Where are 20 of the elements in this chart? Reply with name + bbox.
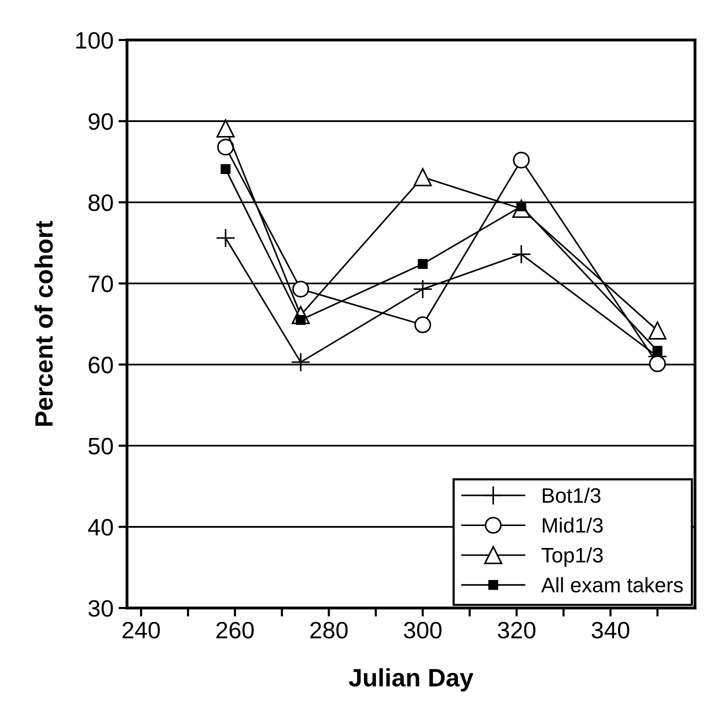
y-tick-label: 40 (88, 518, 113, 536)
legend-label: Top1/3 (542, 547, 603, 567)
y-tick-label: 60 (88, 356, 113, 374)
y-tick-label: 90 (88, 113, 113, 130)
x-tick-label: 240 (122, 622, 160, 639)
y-tick-label: 50 (88, 438, 113, 454)
y-axis-title: Percent of cohort (34, 220, 53, 426)
legend-label: All exam takers (541, 577, 683, 592)
x-tick-label: 280 (310, 622, 348, 639)
y-tick-label: 100 (76, 32, 113, 49)
x-tick-label: 320 (498, 622, 536, 639)
x-tick-label: 300 (404, 622, 442, 639)
y-tick-label: 80 (88, 194, 113, 212)
x-tick-label: 340 (592, 622, 630, 639)
x-axis-title: Julian Day (348, 668, 474, 692)
legend-label: Mid1/3 (542, 517, 603, 533)
legend-label: Bot1/3 (542, 488, 600, 503)
x-tick-label: 260 (216, 622, 254, 639)
y-tick-label: 30 (88, 600, 113, 617)
y-tick-label: 70 (88, 275, 113, 292)
